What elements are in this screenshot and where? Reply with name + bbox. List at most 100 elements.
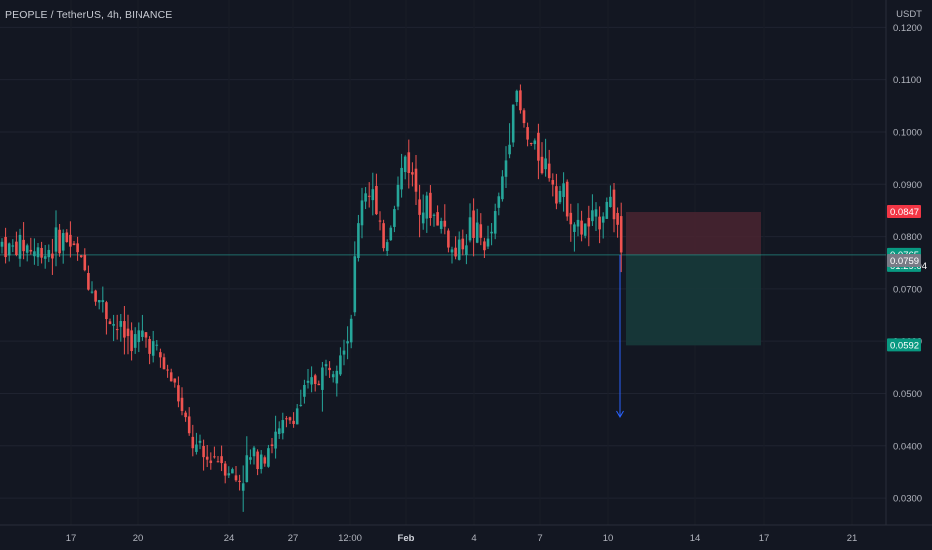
candle-body xyxy=(7,243,11,256)
price-tag: 0.0759 xyxy=(887,254,921,268)
candle xyxy=(267,444,270,468)
candle-body xyxy=(4,236,7,258)
price-tag-value: 0.0759 xyxy=(890,256,919,267)
candle-body xyxy=(61,233,65,251)
candle-body xyxy=(313,375,317,385)
candle-body xyxy=(126,328,130,337)
candle-body xyxy=(317,383,321,386)
candle-body xyxy=(439,221,443,229)
candle-body xyxy=(526,127,529,140)
candle xyxy=(353,241,357,317)
candle-body xyxy=(558,190,562,203)
candle xyxy=(562,172,565,212)
candle xyxy=(342,339,346,366)
candle xyxy=(191,424,195,457)
candle xyxy=(270,438,274,454)
candle xyxy=(565,179,569,221)
candle xyxy=(324,359,328,376)
candle-body xyxy=(187,416,191,434)
candle xyxy=(310,366,313,393)
x-tick-label: 17 xyxy=(759,533,770,544)
candle xyxy=(619,202,623,273)
candle xyxy=(105,300,108,335)
candle-body xyxy=(54,227,58,252)
candle-body xyxy=(565,181,569,217)
candle-body xyxy=(76,243,79,253)
candle-body xyxy=(583,223,587,236)
price-tag: 0.0592 xyxy=(887,338,921,352)
candle-body xyxy=(601,216,605,223)
x-tick-label: 24 xyxy=(224,533,235,544)
candle-body xyxy=(573,224,576,232)
price-tag-bg xyxy=(887,254,921,268)
candle-body xyxy=(425,195,429,219)
candle-body xyxy=(411,172,414,175)
candle-body xyxy=(223,463,227,476)
candle xyxy=(378,211,382,231)
candle-body xyxy=(310,377,313,385)
x-tick-label: 7 xyxy=(537,533,542,544)
x-tick-label: 12:00 xyxy=(338,533,362,544)
candle-body xyxy=(389,227,393,241)
candle-body xyxy=(87,273,90,290)
candle-body xyxy=(263,457,267,464)
candle-body xyxy=(155,344,159,346)
candle-body xyxy=(83,254,87,271)
candle-body xyxy=(36,247,40,258)
candle-body xyxy=(209,460,213,464)
candle xyxy=(450,246,454,264)
candle xyxy=(11,239,15,253)
candle-body xyxy=(241,483,245,491)
candle xyxy=(227,466,231,479)
candle xyxy=(414,155,418,206)
candle-body xyxy=(493,211,497,234)
candle xyxy=(213,446,216,459)
candle-body xyxy=(33,251,36,257)
candle xyxy=(601,212,605,239)
candle xyxy=(69,221,72,258)
candle xyxy=(256,449,259,476)
candle xyxy=(292,412,295,428)
candle-body xyxy=(486,238,490,247)
candle-body xyxy=(475,222,479,243)
candle xyxy=(465,234,468,265)
candle xyxy=(591,194,594,226)
candle xyxy=(90,281,94,294)
candle xyxy=(396,176,400,211)
y-tick-label: 0.0900 xyxy=(893,180,922,191)
candle-body xyxy=(400,167,403,190)
candle-body xyxy=(101,300,105,303)
candle xyxy=(295,403,299,425)
candle xyxy=(504,146,508,188)
quote-currency-label: USDT xyxy=(896,9,922,20)
candle xyxy=(209,452,213,470)
candle xyxy=(43,244,47,269)
candle-body xyxy=(396,184,400,207)
candle-body xyxy=(335,370,339,384)
x-tick-label: 4 xyxy=(471,533,476,544)
candle xyxy=(7,242,11,262)
candle xyxy=(51,238,54,275)
candle-body xyxy=(292,420,295,424)
candle xyxy=(166,364,169,378)
candle xyxy=(349,314,353,349)
candle xyxy=(331,370,335,383)
candle xyxy=(522,108,526,128)
candle-body xyxy=(43,256,47,259)
candle xyxy=(313,373,317,392)
candle xyxy=(407,139,411,189)
candle-body xyxy=(220,456,223,464)
candle-body xyxy=(65,232,69,243)
candle-body xyxy=(25,245,29,253)
candle xyxy=(245,436,249,483)
candle-body xyxy=(108,321,112,325)
candle xyxy=(234,465,238,482)
candle-body xyxy=(511,104,515,143)
x-tick-label: 10 xyxy=(603,533,614,544)
candle xyxy=(65,229,69,243)
candle xyxy=(490,223,493,246)
candle xyxy=(36,242,40,266)
candle xyxy=(169,368,173,382)
candle xyxy=(447,228,450,253)
